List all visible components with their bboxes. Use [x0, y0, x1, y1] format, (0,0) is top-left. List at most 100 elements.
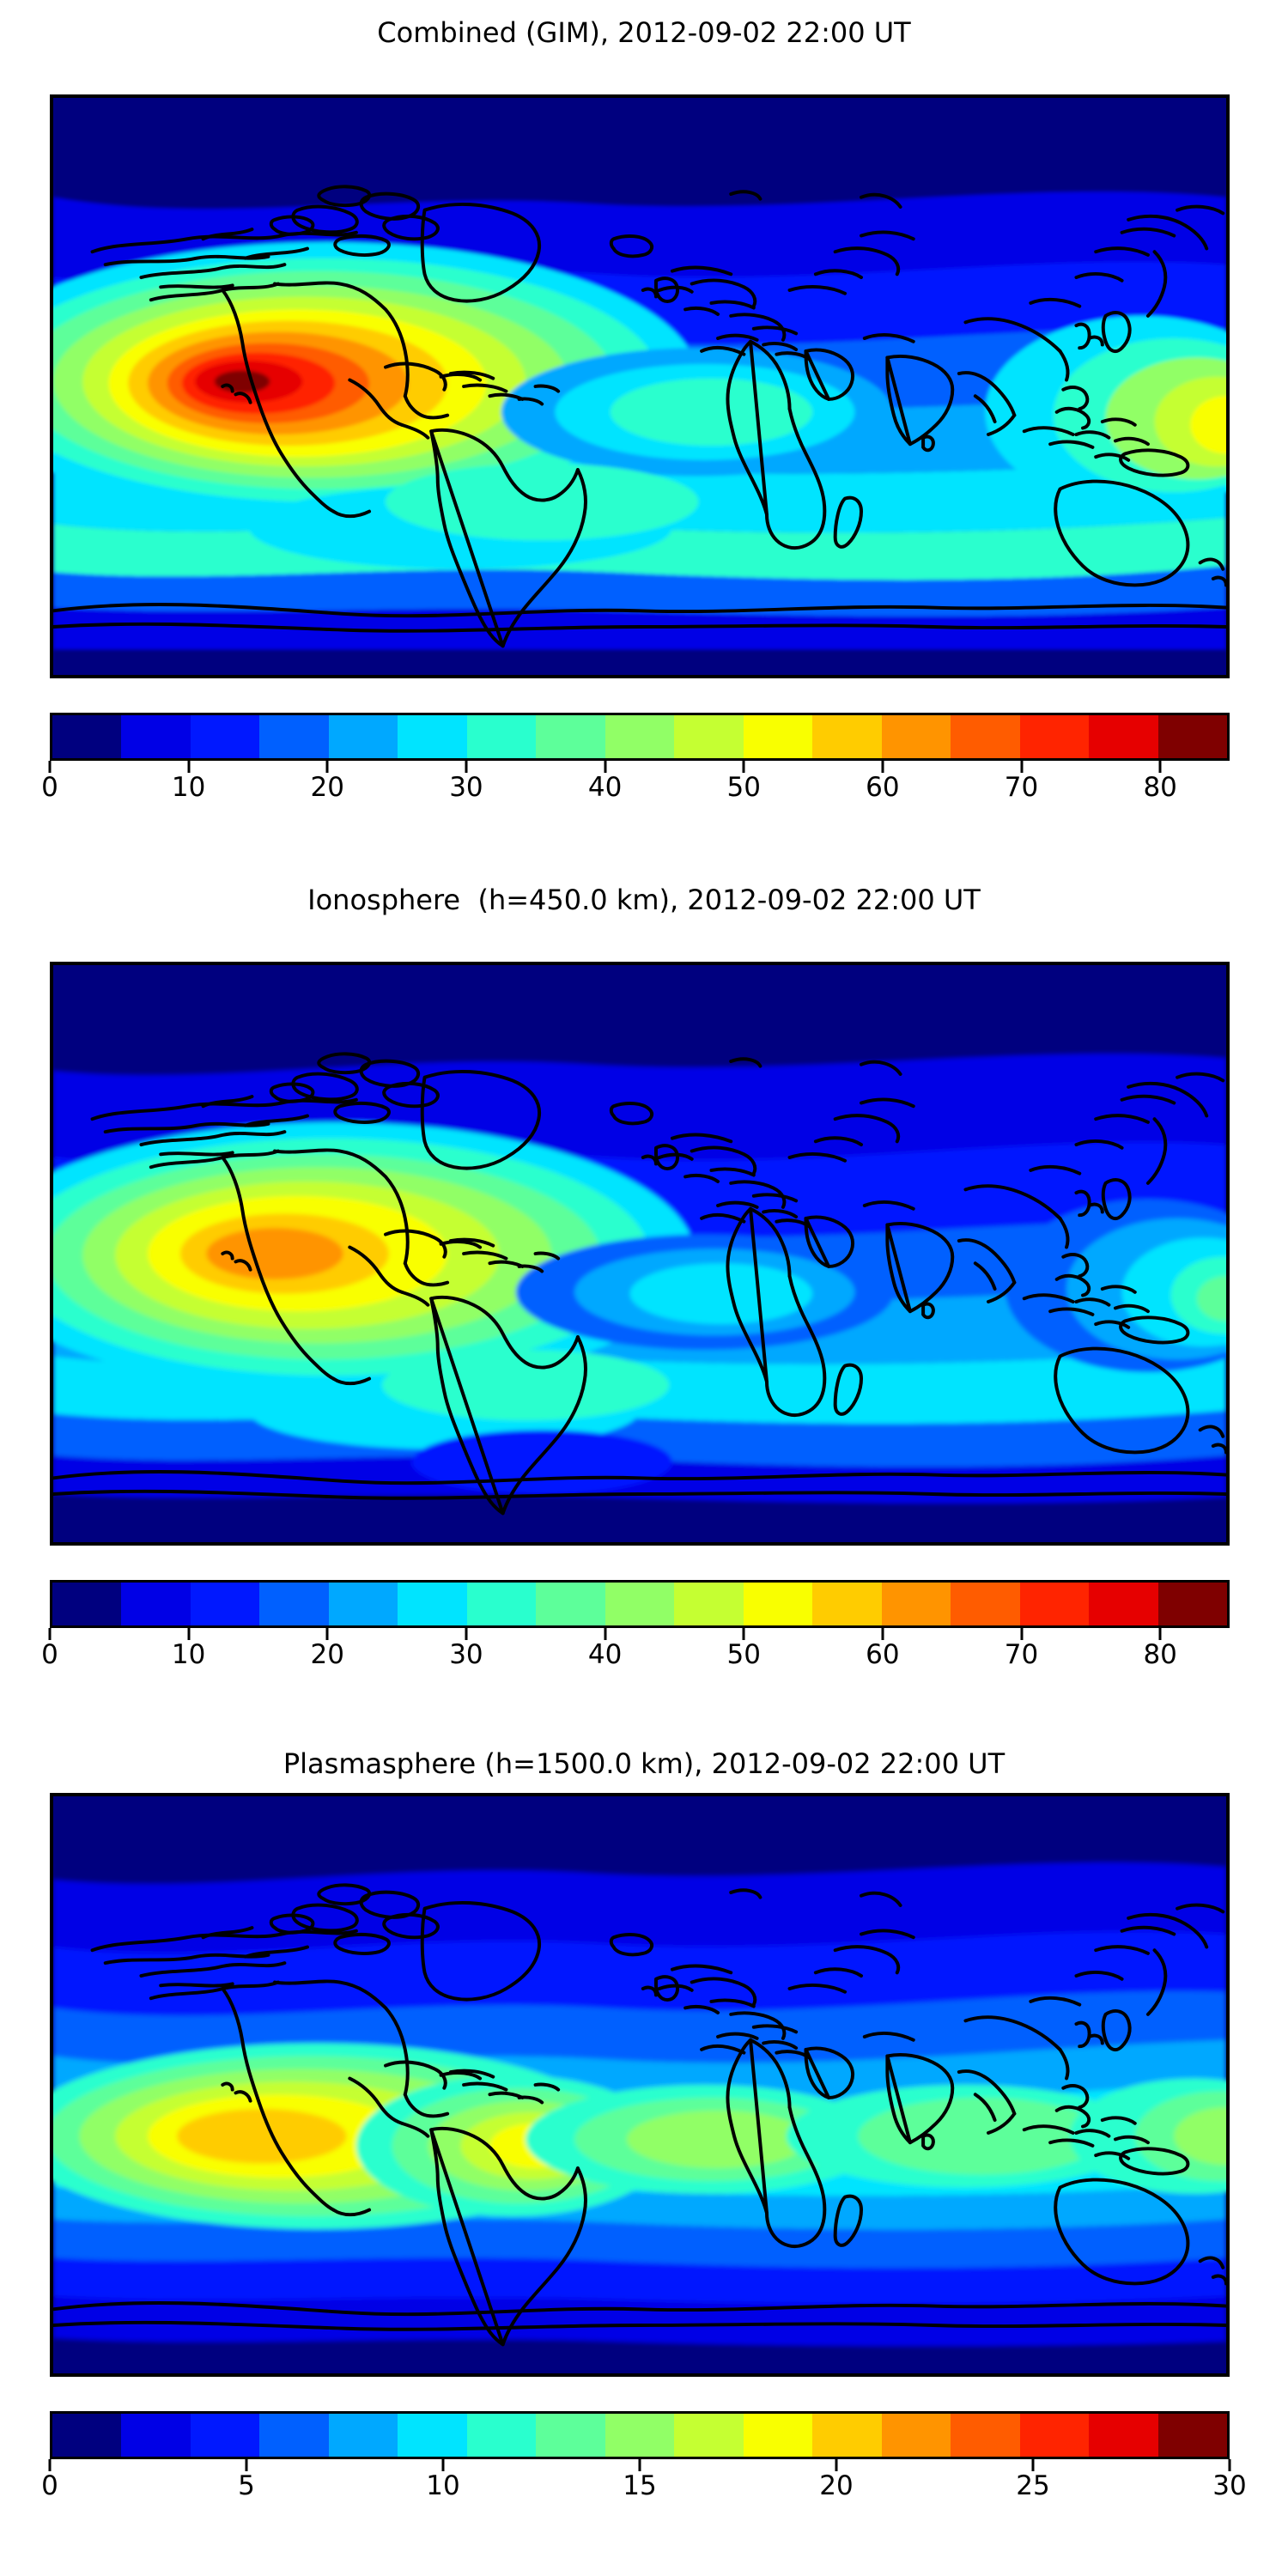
- colorbar-tick-label: 30: [449, 772, 483, 803]
- map-axes-plasmasphere: [50, 1793, 1230, 2377]
- colorbar-band: [881, 715, 951, 758]
- colorbar-band: [1019, 2414, 1090, 2457]
- colorbar-tick-label: 50: [726, 772, 761, 803]
- colorbar-tick-mark: [638, 2459, 641, 2471]
- colorbar-band: [674, 1583, 744, 1625]
- colorbar-band: [1019, 715, 1090, 758]
- colorbar-tick-label: 30: [449, 1639, 483, 1670]
- colorbar-band: [466, 2414, 537, 2457]
- colorbar-band: [259, 1583, 329, 1625]
- colorbar-band: [466, 1583, 537, 1625]
- colorbar-tick-label: 80: [1143, 1639, 1177, 1670]
- colorbar-ticks-plasmasphere: 0 5 10 15 20 25 30: [0, 2459, 1288, 2511]
- colorbar-band: [674, 2414, 744, 2457]
- colorbar-tick-label: 70: [1004, 772, 1039, 803]
- colorbar-band: [605, 2414, 675, 2457]
- panel-plasmasphere: Plasmasphere (h=1500.0 km), 2012-09-02 2…: [0, 1726, 1288, 2576]
- colorbar-ticks-ionosphere: 0 10 20 30 40 50 60 70 80: [0, 1628, 1288, 1680]
- panel-title-ionosphere: Ionosphere (h=450.0 km), 2012-09-02 22:0…: [307, 884, 981, 916]
- colorbar-tick-mark: [881, 761, 884, 773]
- colorbar-band: [328, 1583, 398, 1625]
- colorbar-band: [536, 715, 605, 758]
- colorbar-tick-mark: [465, 761, 468, 773]
- colorbar-tick-label: 0: [41, 2470, 58, 2501]
- colorbar-band: [52, 715, 122, 758]
- colorbar-tick-label: 15: [623, 2470, 657, 2501]
- colorbar-band: [536, 1583, 605, 1625]
- coastlines-combined: [53, 185, 1226, 648]
- colorbar-tick-mark: [1031, 2459, 1035, 2471]
- colorbar-band: [328, 2414, 398, 2457]
- colorbar-tick-mark: [742, 761, 745, 773]
- colorbar-tick-mark: [1158, 1628, 1162, 1640]
- colorbar-band: [536, 2414, 605, 2457]
- colorbar-band: [951, 715, 1020, 758]
- colorbar-band: [743, 1583, 813, 1625]
- colorbar-tick-label: 40: [587, 772, 623, 803]
- colorbar-band: [605, 715, 675, 758]
- colorbar-plasmasphere: [50, 2411, 1230, 2459]
- colorbar-tick-label: 50: [726, 1639, 761, 1670]
- colorbar-band: [1019, 1583, 1090, 1625]
- colorbar-tick-mark: [441, 2459, 445, 2471]
- colorbar-tick-label: 70: [1004, 1639, 1039, 1670]
- map-axes-combined: [50, 94, 1230, 678]
- colorbar-tick-mark: [187, 1628, 191, 1640]
- colorbar-tick-label: 0: [41, 772, 58, 803]
- colorbar-tick-label: 10: [171, 1639, 206, 1670]
- colorbar-tick-label: 20: [310, 1639, 345, 1670]
- colorbar-tick-label: 60: [866, 1639, 900, 1670]
- colorbar-tick-label: 10: [426, 2470, 460, 2501]
- map-inner-plasmasphere: [53, 1796, 1226, 2373]
- colorbar-tick-mark: [325, 1628, 329, 1640]
- colorbar-tick-mark: [187, 761, 191, 773]
- colorbar-band: [605, 1583, 675, 1625]
- colorbar-tick-label: 20: [819, 2470, 854, 2501]
- colorbar-band: [743, 715, 813, 758]
- map-render-plasmasphere: [53, 1796, 1226, 2373]
- colorbar-tick-label: 20: [310, 772, 345, 803]
- colorbar-tick-mark: [1020, 1628, 1024, 1640]
- colorbar-band: [812, 2414, 882, 2457]
- colorbar-tick-label: 30: [1212, 2470, 1247, 2501]
- colorbar-band: [328, 715, 398, 758]
- colorbar-tick-label: 80: [1143, 772, 1177, 803]
- colorbar-band: [743, 2414, 813, 2457]
- colorbar-tick-mark: [48, 761, 52, 773]
- colorbar-band: [951, 1583, 1020, 1625]
- colorbar-band: [674, 715, 744, 758]
- colorbar-combined: [50, 713, 1230, 761]
- colorbar-band: [1157, 2414, 1227, 2457]
- colorbar-band: [812, 715, 882, 758]
- colorbar-band: [398, 715, 467, 758]
- colorbar-tick-mark: [742, 1628, 745, 1640]
- colorbar-band: [121, 1583, 191, 1625]
- colorbar-band: [951, 2414, 1020, 2457]
- colorbar-band: [1089, 1583, 1158, 1625]
- panel-title-combined: Combined (GIM), 2012-09-02 22:00 UT: [377, 16, 911, 49]
- colorbar-band: [1157, 715, 1227, 758]
- colorbar-tick-mark: [604, 1628, 607, 1640]
- coastlines-ionosphere: [53, 1052, 1226, 1516]
- colorbar-band: [190, 2414, 260, 2457]
- map-inner-ionosphere: [53, 965, 1226, 1542]
- colorbar-ticks-combined: 0 10 20 30 40 50 60 70 80: [0, 761, 1288, 812]
- coastlines-plasmasphere: [53, 1883, 1226, 2347]
- colorbar-tick-mark: [48, 2459, 52, 2471]
- map-render-ionosphere: [53, 965, 1226, 1542]
- colorbar-ionosphere: [50, 1580, 1230, 1628]
- colorbar-band: [121, 2414, 191, 2457]
- colorbar-band: [1089, 715, 1158, 758]
- colorbar-band: [52, 1583, 122, 1625]
- colorbar-tick-mark: [1020, 761, 1024, 773]
- colorbar-tick-label: 40: [587, 1639, 623, 1670]
- colorbar-tick-mark: [1228, 2459, 1231, 2471]
- colorbar-band: [190, 1583, 260, 1625]
- colorbar-band: [52, 2414, 122, 2457]
- colorbar-tick-label: 0: [41, 1639, 58, 1670]
- colorbar-tick-label: 25: [1016, 2470, 1050, 2501]
- colorbar-band: [259, 2414, 329, 2457]
- colorbar-band: [1157, 1583, 1227, 1625]
- colorbar-tick-mark: [245, 2459, 248, 2471]
- colorbar-band: [881, 1583, 951, 1625]
